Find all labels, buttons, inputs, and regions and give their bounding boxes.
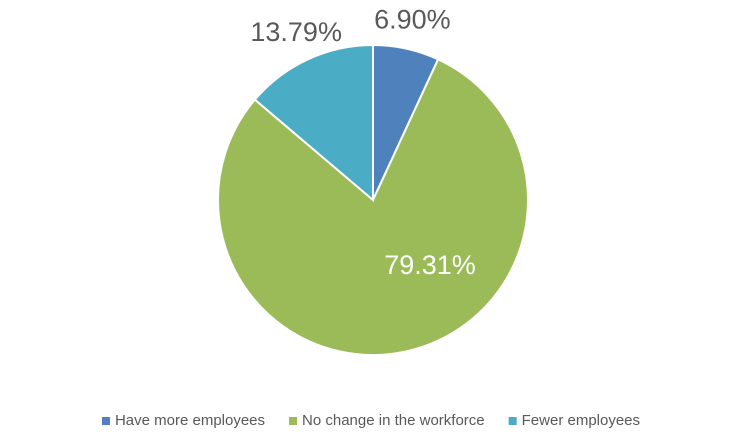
- data-label: 13.79%: [250, 17, 342, 47]
- legend-label: No change in the workforce: [302, 412, 485, 429]
- data-label: 6.90%: [374, 4, 451, 34]
- pie-slice: [217, 58, 529, 356]
- legend-swatch: [508, 417, 517, 425]
- legend-label: Fewer employees: [522, 412, 640, 429]
- legend-swatch: [101, 417, 110, 425]
- pie-slice: [253, 43, 374, 203]
- data-label: 79.31%: [384, 250, 476, 280]
- legend-swatch: [289, 417, 298, 425]
- legend-label: Have more employees: [115, 412, 265, 429]
